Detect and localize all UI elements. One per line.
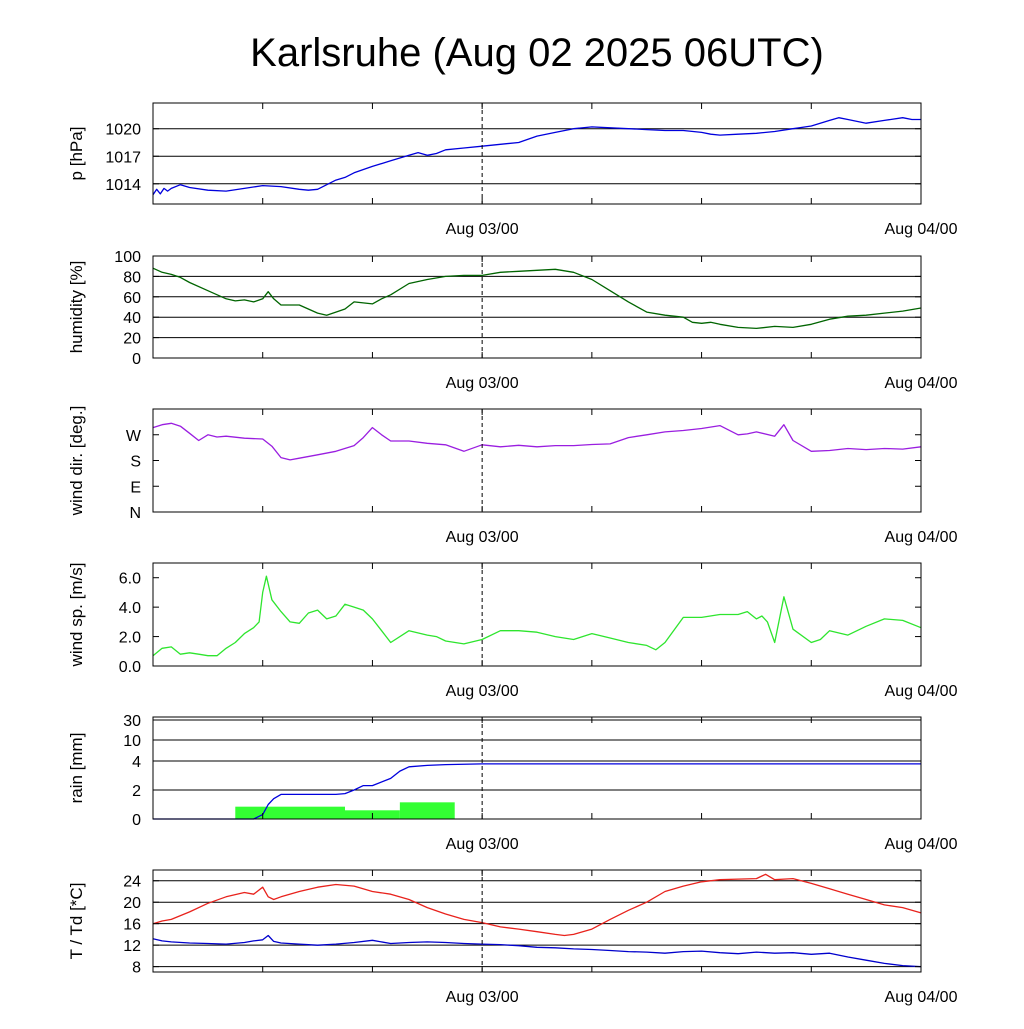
- panel-temperature: 8 12 16 20 24 T / Td [*C] Aug 03/00 Aug 04/00: [67, 869, 958, 1006]
- temperature-ytick-label: 20: [123, 895, 141, 912]
- wind_speed-ytick-label: 4.0: [119, 600, 141, 617]
- pressure-xtick-label: Aug 04/00: [885, 221, 958, 238]
- pressure-ytick-label: 1020: [105, 122, 141, 139]
- wind_speed-xtick-label: Aug 04/00: [885, 683, 958, 700]
- pressure-xtick-label: Aug 03/00: [446, 221, 519, 238]
- temperature-series-Td: [152, 934, 922, 968]
- panel-humidity: 0 20 40 60 80 100 humidity [%] Aug 03/00 Aug 04/…: [67, 249, 958, 392]
- humidity-xtick-label: Aug 04/00: [885, 375, 958, 392]
- wind_speed-ytick-label: 6.0: [119, 571, 141, 588]
- wind_dir-ytick-label: N: [129, 505, 141, 522]
- humidity-ytick-label: 100: [114, 249, 141, 266]
- rain-series-accumulated: [153, 763, 921, 820]
- humidity-ylabel: humidity [%]: [67, 261, 86, 354]
- temperature-ytick-label: 8: [132, 960, 141, 977]
- panel-wind_speed: 0.0 2.0 4.0 6.0 wind sp. [m/s] Aug 03/00 Aug 0…: [67, 562, 958, 700]
- humidity-ytick-label: 60: [123, 290, 141, 307]
- humidity-ytick-label: 80: [123, 269, 141, 286]
- rain-ytick-label: 2: [132, 783, 141, 800]
- rain-bar: [399, 802, 455, 819]
- humidity-series-line: [152, 267, 922, 330]
- wind_dir-ytick-label: S: [130, 454, 141, 471]
- wind_speed-ytick-label: 2.0: [119, 630, 141, 647]
- humidity-xtick-label: Aug 03/00: [446, 375, 519, 392]
- rain-ytick-label: 4: [132, 754, 141, 771]
- temperature-series-T: [152, 873, 922, 937]
- rain-xtick-label: Aug 04/00: [885, 836, 958, 853]
- wind_speed-xtick-label: Aug 03/00: [446, 683, 519, 700]
- temperature-ytick-label: 12: [123, 938, 141, 955]
- rain-ytick-label: 10: [123, 733, 141, 750]
- chart-title: Karlsruhe (Aug 02 2025 06UTC): [250, 31, 824, 75]
- pressure-ylabel: p [hPa]: [67, 127, 86, 181]
- temperature-xtick-label: Aug 04/00: [885, 989, 958, 1006]
- wind_speed-ytick-label: 0.0: [119, 659, 141, 676]
- rain-bar: [235, 806, 345, 819]
- wind_speed-frame: [152, 562, 922, 667]
- humidity-frame: [152, 255, 922, 359]
- rain-ytick-label: 0: [132, 812, 141, 829]
- temperature-frame: [152, 869, 922, 973]
- wind_dir-ytick-label: E: [130, 479, 141, 496]
- wind_dir-xtick-label: Aug 04/00: [885, 529, 958, 546]
- panel-rain: 0 2 4 10 30 rain [mm] Aug 03/00 Aug 04/00: [67, 713, 958, 853]
- pressure-ytick-label: 1014: [105, 177, 141, 194]
- rain-ylabel: rain [mm]: [67, 733, 86, 804]
- panel-pressure: 1014 1017 1020 p [hPa] Aug 03/00 Aug 04/00: [67, 102, 958, 238]
- humidity-ytick-label: 20: [123, 331, 141, 348]
- temperature-ytick-label: 16: [123, 917, 141, 934]
- temperature-ylabel: T / Td [*C]: [67, 883, 86, 960]
- humidity-ytick-label: 0: [132, 351, 141, 368]
- wind_dir-series-line: [152, 422, 922, 461]
- humidity-ytick-label: 40: [123, 310, 141, 327]
- pressure-frame: [152, 102, 922, 205]
- rain-ytick-label: 30: [123, 713, 141, 730]
- temperature-ytick-label: 24: [123, 874, 141, 891]
- wind_speed-series-line: [152, 575, 922, 657]
- wind_dir-ylabel: wind dir. [deg.]: [67, 406, 86, 517]
- wind_dir-ytick-label: W: [126, 428, 142, 445]
- temperature-xtick-label: Aug 03/00: [446, 989, 519, 1006]
- wind_dir-frame: [152, 408, 922, 513]
- wind_dir-xtick-label: Aug 03/00: [446, 529, 519, 546]
- rain-frame: [152, 716, 922, 820]
- wind_speed-ylabel: wind sp. [m/s]: [67, 563, 86, 668]
- pressure-ytick-label: 1017: [105, 149, 141, 166]
- rain-xtick-label: Aug 03/00: [446, 836, 519, 853]
